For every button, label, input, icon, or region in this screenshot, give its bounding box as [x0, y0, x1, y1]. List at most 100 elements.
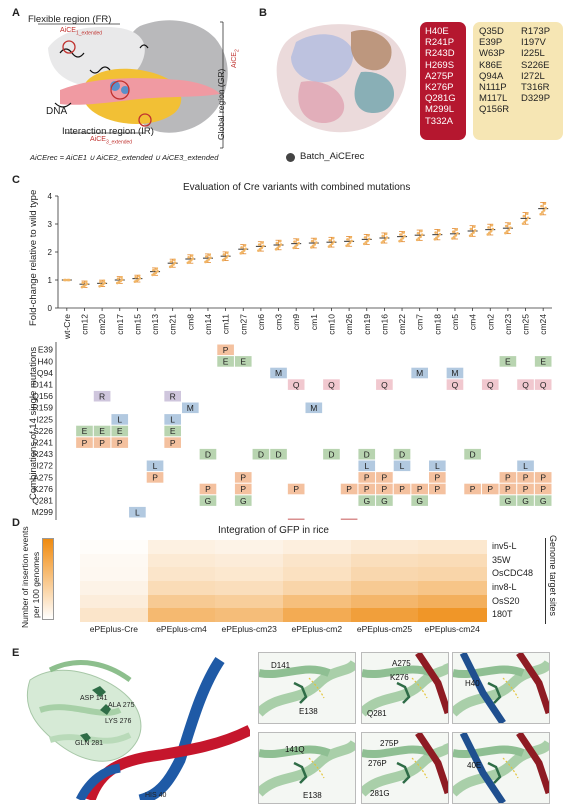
structure-overview: ASP 141 ALA 275 LYS 276 GLN 281 HIS 40: [20, 650, 250, 800]
mutation-cell: [111, 425, 129, 437]
data-point: [402, 231, 406, 234]
yellow-mutation-b-5: T316R: [521, 82, 550, 94]
mutation-cell: [323, 448, 340, 460]
data-point: [68, 278, 71, 282]
heatmap-cell: [215, 608, 285, 623]
mutation-cell: [287, 483, 305, 495]
heatmap-col-labels: ePEplus-Cre ePEplus-cm4 ePEplus-cm23 ePEplu…: [80, 624, 486, 636]
mutation-cell-letter: P: [240, 484, 246, 494]
flexible-region-label: Flexible region (FR): [28, 14, 112, 25]
data-point: [84, 280, 88, 283]
data-point: [507, 228, 511, 232]
heatmap-cell: [350, 567, 420, 582]
overview-label-5: HIS 40: [145, 792, 167, 799]
mutation-cell-letter: L: [435, 461, 440, 471]
data-point: [522, 214, 526, 218]
x-tick-label: cm21: [168, 314, 178, 335]
mutation-cell: [164, 414, 181, 425]
data-point: [525, 218, 528, 222]
data-point: [135, 279, 138, 282]
mutation-cell: [199, 483, 217, 495]
data-point: [207, 258, 211, 261]
heatmap-cell: [418, 594, 488, 609]
mutation-cell-letter: D: [258, 449, 264, 459]
inset-structure-image: [362, 733, 448, 797]
heatmap-col-label: ePEplus-Cre: [89, 624, 138, 634]
aice-formula: AiCErec = AiCE1 ∪ AiCE2_extended ∪ AiCE3…: [30, 153, 219, 162]
heatmap-cell: [147, 567, 217, 582]
mutation-cell: [305, 402, 323, 414]
mutation-cell: [217, 344, 234, 356]
yellow-mutation-b-4: I272L: [521, 70, 545, 82]
data-point: [468, 234, 472, 238]
data-point: [190, 254, 194, 257]
yellow-mutation-7: Q156R: [479, 104, 510, 116]
data-point: [350, 239, 353, 243]
mutation-row-label: A275: [33, 472, 53, 482]
mutation-cell-letter: D: [205, 449, 211, 459]
heatmap-col-label: ePEplus-cm24: [424, 624, 480, 634]
mutation-cell-letter: E: [540, 357, 546, 367]
heatmap-row-labels: inv5-L 35W OsCDC48 inv8-L OsS20 180T: [492, 540, 544, 622]
data-point: [258, 247, 262, 251]
mutation-cell: [234, 356, 252, 367]
x-tick-label: cm12: [79, 314, 89, 335]
data-point: [433, 237, 437, 241]
heatmap-cell: [283, 594, 352, 609]
inset-residue-label: K276: [390, 673, 409, 682]
mutation-cell-letter: L: [364, 461, 369, 471]
mutation-cell: [146, 472, 164, 483]
mutation-cell: [534, 379, 552, 390]
mutation-cell: [199, 495, 217, 506]
data-point: [490, 223, 494, 227]
inset-residue-label: 276P: [368, 759, 387, 768]
data-point: [540, 211, 544, 214]
data-point: [296, 238, 300, 242]
mutation-cell: [76, 425, 93, 437]
mutation-cell: [499, 356, 517, 367]
mutation-cell-letter: E: [82, 426, 88, 436]
data-point: [346, 243, 350, 246]
mutation-cell: [234, 495, 252, 506]
data-point: [473, 225, 476, 229]
data-point: [138, 276, 142, 280]
data-point: [81, 281, 85, 285]
data-point: [116, 277, 120, 280]
inset-residue-label: D141: [271, 661, 291, 670]
red-mutation-5: K276P: [425, 82, 454, 94]
data-point: [399, 233, 402, 236]
heatmap-cell: [80, 553, 149, 568]
mutation-cell: [481, 379, 499, 390]
data-point: [521, 222, 525, 225]
data-point: [456, 231, 459, 235]
heatmap-cell: [80, 540, 149, 554]
mutation-cell-letter: Q: [540, 380, 547, 390]
mutation-cell: [287, 518, 305, 520]
aice1-extended-label: AiCE1_extended: [60, 27, 103, 37]
yellow-box-list-1: Q35D E39P W63P K86E Q94A N111P M117L Q156R: [479, 26, 509, 116]
mutation-row-label: H40: [37, 356, 53, 366]
mutation-row-label: Q94: [37, 368, 53, 378]
mutation-cell: [358, 460, 376, 472]
heatmap-cell: [418, 581, 488, 595]
data-point: [188, 260, 191, 263]
data-point: [367, 237, 371, 241]
heatmap-cell: [283, 608, 352, 623]
mutation-cell: [429, 483, 446, 495]
data-point: [451, 237, 454, 240]
mutation-cell-letter: P: [205, 484, 211, 494]
x-tick-label: cm27: [238, 314, 248, 335]
x-tick-label: cm17: [115, 314, 125, 335]
mutation-cell: [93, 437, 111, 448]
mutation-cell-letter: P: [523, 484, 529, 494]
protein-surface-illustration: [276, 24, 407, 133]
heatmap-cell: [147, 581, 217, 595]
red-mutation-4: A275P: [425, 70, 454, 82]
heatmap-cell: [215, 567, 285, 582]
data-point: [226, 251, 229, 255]
data-point: [451, 230, 455, 234]
mutation-cell-letter: G: [381, 496, 388, 506]
data-point: [187, 256, 190, 259]
x-tick-label: cm25: [521, 314, 531, 335]
x-tick-label: cm5: [450, 314, 460, 330]
